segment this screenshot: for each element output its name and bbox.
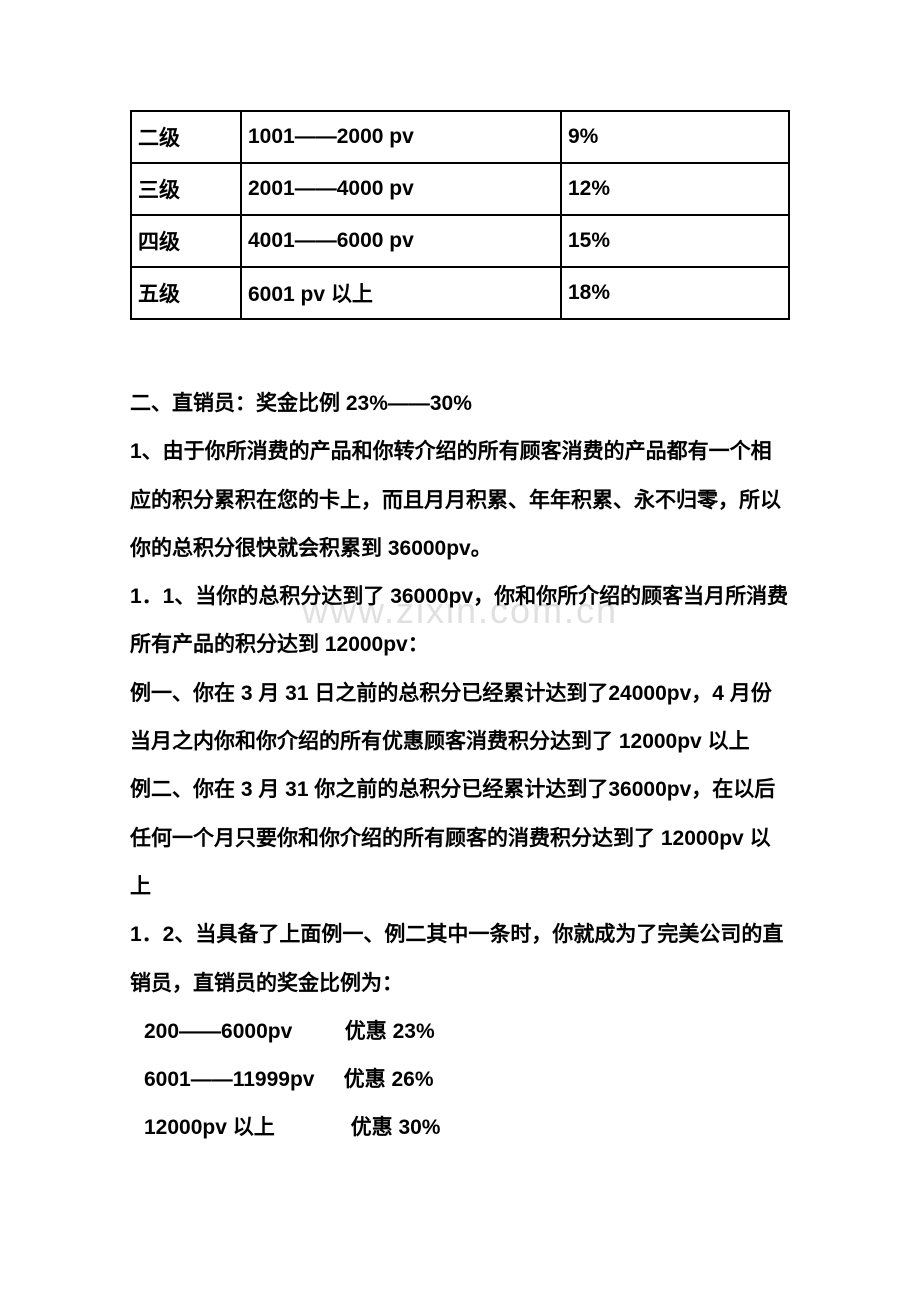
table-row: 二级 1001——2000 pv 9%	[131, 111, 789, 163]
range-cell: 1001——2000 pv	[241, 111, 561, 163]
paragraph: 1．2、当具备了上面例一、例二其中一条时，你就成为了完美公司的直销员，直销员的奖…	[130, 911, 790, 1008]
section-heading: 二、直销员：奖金比例 23%——30%	[130, 380, 790, 428]
level-table: 二级 1001——2000 pv 9% 三级 2001——4000 pv 12%…	[130, 110, 790, 320]
tier-line: 6001——11999pv 优惠 26%	[130, 1056, 790, 1104]
table-row: 三级 2001——4000 pv 12%	[131, 163, 789, 215]
level-cell: 五级	[131, 267, 241, 319]
table-row: 五级 6001 pv 以上 18%	[131, 267, 789, 319]
tier-bonus: 优惠 30%	[351, 1116, 441, 1139]
level-cell: 三级	[131, 163, 241, 215]
tier-line: 12000pv 以上 优惠 30%	[130, 1104, 790, 1152]
tier-range: 12000pv 以上	[144, 1116, 275, 1139]
tier-bonus: 优惠 23%	[345, 1020, 435, 1043]
tier-bonus: 优惠 26%	[344, 1068, 434, 1091]
tier-range: 6001——11999pv	[144, 1068, 314, 1091]
tier-range: 200——6000pv	[144, 1020, 292, 1043]
content-section: 二、直销员：奖金比例 23%——30% 1、由于你所消费的产品和你转介绍的所有顾…	[130, 380, 790, 1153]
percent-cell: 15%	[561, 215, 789, 267]
percent-cell: 9%	[561, 111, 789, 163]
paragraph: 1、由于你所消费的产品和你转介绍的所有顾客消费的产品都有一个相应的积分累积在您的…	[130, 428, 790, 573]
percent-cell: 18%	[561, 267, 789, 319]
level-cell: 二级	[131, 111, 241, 163]
range-cell: 2001——4000 pv	[241, 163, 561, 215]
range-cell: 4001——6000 pv	[241, 215, 561, 267]
paragraph: 例二、你在 3 月 31 你之前的总积分已经累计达到了36000pv，在以后任何…	[130, 766, 790, 911]
percent-cell: 12%	[561, 163, 789, 215]
table-row: 四级 4001——6000 pv 15%	[131, 215, 789, 267]
paragraph: 例一、你在 3 月 31 日之前的总积分已经累计达到了24000pv，4 月份当…	[130, 670, 790, 767]
tier-line: 200——6000pv 优惠 23%	[130, 1008, 790, 1056]
paragraph: 1．1、当你的总积分达到了 36000pv，你和你所介绍的顾客当月所消费所有产品…	[130, 573, 790, 670]
range-cell: 6001 pv 以上	[241, 267, 561, 319]
level-cell: 四级	[131, 215, 241, 267]
